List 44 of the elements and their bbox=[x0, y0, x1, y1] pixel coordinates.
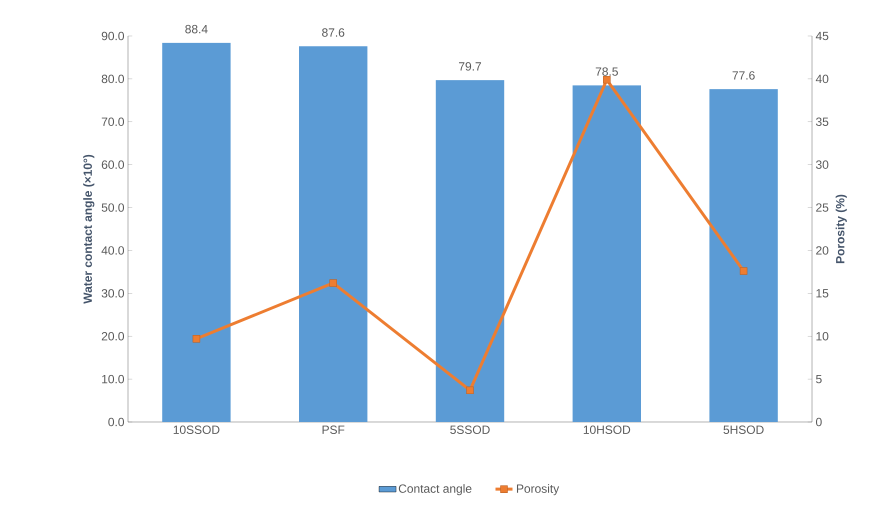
point bbox=[192, 335, 200, 343]
bar bbox=[572, 85, 642, 422]
data-label: 79.7 bbox=[458, 62, 482, 71]
y2-tick-label: 45 bbox=[816, 32, 828, 40]
point bbox=[740, 267, 748, 275]
bar bbox=[162, 42, 231, 422]
bar bbox=[299, 46, 368, 422]
y-tick-label: 0.0 bbox=[108, 418, 124, 426]
x-tick-label: 5HSOD bbox=[723, 426, 764, 434]
y2-tick-label: 25 bbox=[816, 203, 828, 212]
bar bbox=[436, 80, 504, 422]
y2-tick-label: 10 bbox=[816, 332, 828, 340]
y-tick-label: 80.0 bbox=[102, 74, 124, 84]
x-tick-label: 10HSOD bbox=[584, 426, 630, 434]
y-tick-label: 50.0 bbox=[102, 203, 124, 212]
y2-tick-label: 40 bbox=[816, 74, 828, 84]
x-tick-label: 10SSOD bbox=[174, 426, 220, 434]
bar bbox=[709, 89, 778, 422]
y2-tick-label: 30 bbox=[816, 160, 828, 169]
y2-axis-title: Porosity (%) bbox=[836, 194, 847, 264]
y2-tick-label: 20 bbox=[816, 246, 828, 255]
legend-label: Contact angle bbox=[398, 484, 472, 496]
data-label: 87.6 bbox=[322, 28, 344, 37]
y-tick-label: 30.0 bbox=[102, 289, 124, 298]
y-tick-label: 10.0 bbox=[102, 374, 124, 384]
point bbox=[329, 279, 337, 287]
y-tick-label: 60.0 bbox=[102, 160, 124, 169]
y2-tick-label: 15 bbox=[816, 289, 828, 298]
point bbox=[603, 76, 611, 84]
x-tick-label: PSF bbox=[322, 426, 344, 434]
data-label: 77.6 bbox=[732, 71, 755, 80]
y-tick-label: 40.0 bbox=[101, 246, 124, 255]
y2-tick-label: 35 bbox=[816, 118, 828, 126]
y2-tick-label: 5 bbox=[816, 374, 822, 384]
y2-tick-label: 0 bbox=[816, 418, 822, 426]
x-tick-label: 5SSOD bbox=[450, 426, 490, 434]
data-label: 78.5 bbox=[596, 67, 618, 76]
y-tick-label: 20.0 bbox=[102, 332, 124, 340]
data-label: 88.4 bbox=[185, 24, 208, 34]
point bbox=[466, 386, 474, 394]
y-tick-label: 70.0 bbox=[102, 118, 124, 126]
y-tick-label: 90.0 bbox=[102, 32, 124, 40]
legend-label: Porosity bbox=[516, 484, 560, 496]
y-axis-title: Water contact angle (×10°) bbox=[83, 154, 94, 304]
